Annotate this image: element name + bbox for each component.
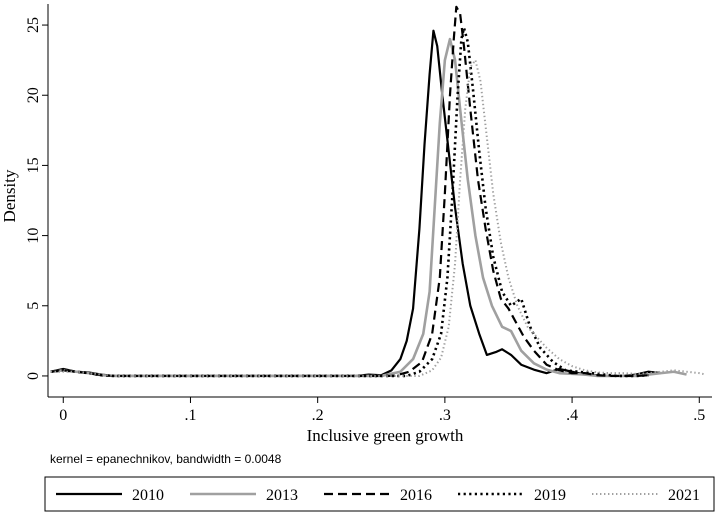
axes-layer: 0 .1 .2 .3 .4 .5 0 5 10 15 20 25 bbox=[25, 4, 712, 424]
legend-label-2019: 2019 bbox=[534, 487, 566, 504]
kernel-note: kernel = epanechnikov, bandwidth = 0.004… bbox=[50, 452, 282, 466]
y-axis-label: Density bbox=[0, 169, 19, 222]
series-line-2021 bbox=[50, 59, 706, 377]
x-tick-label: 0 bbox=[59, 407, 67, 424]
y-tick-label: 25 bbox=[25, 17, 42, 33]
series-line-2019 bbox=[50, 26, 649, 378]
x-tick-label: .2 bbox=[312, 407, 324, 424]
legend-label-2010: 2010 bbox=[132, 487, 164, 504]
y-tick-label: 5 bbox=[25, 302, 42, 310]
series-line-2016 bbox=[50, 5, 649, 378]
plot-area bbox=[50, 5, 706, 378]
y-tick-label: 0 bbox=[25, 372, 42, 380]
series-line-2013 bbox=[50, 37, 687, 378]
y-tick-label: 10 bbox=[25, 228, 42, 244]
x-tick-label: .4 bbox=[566, 407, 578, 424]
x-tick-label: .5 bbox=[693, 407, 705, 424]
y-tick-label: 15 bbox=[25, 157, 42, 173]
legend: 2010 2013 2016 2019 2021 bbox=[44, 476, 715, 512]
x-axis-label: Inclusive green growth bbox=[307, 426, 464, 445]
legend-label-2016: 2016 bbox=[400, 487, 432, 504]
x-tick-label: .3 bbox=[439, 407, 451, 424]
legend-label-2013: 2013 bbox=[266, 487, 298, 504]
x-tick-label: .1 bbox=[184, 407, 196, 424]
legend-box bbox=[44, 476, 715, 512]
y-tick-label: 20 bbox=[25, 87, 42, 103]
series-line-2010 bbox=[50, 29, 662, 378]
legend-label-2021: 2021 bbox=[668, 487, 700, 504]
